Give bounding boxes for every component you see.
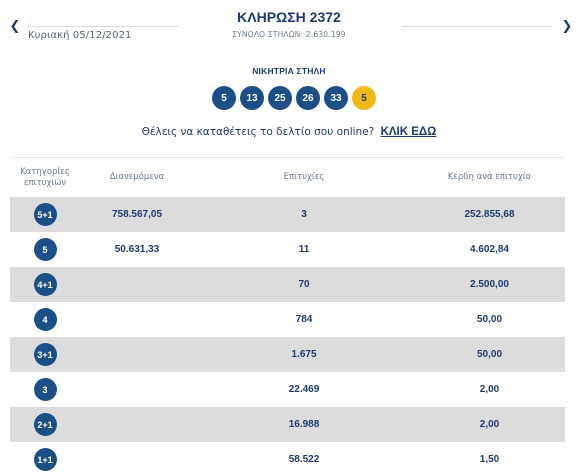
table-row: 4 784 50,00 — [10, 302, 565, 337]
promo-text: Θέλεις να καταθέτεις το δελτίο σου onlin… — [141, 126, 375, 138]
header-prize: Κέρδη ανά επιτυχία — [447, 172, 532, 182]
winners-cell: 784 — [295, 314, 313, 325]
category-badge: 2+1 — [33, 413, 57, 436]
prize-cell: 50,00 — [476, 314, 503, 325]
table-header: Κατηγορίες επιτυχιών Διανεμόμενα Επιτυχί… — [10, 157, 565, 197]
winners-cell: 3 — [301, 209, 307, 220]
table-row: 5+1 758.567,05 3 252.855,68 — [10, 197, 565, 232]
category-badge: 5+1 — [33, 203, 57, 226]
winning-ball: 5 — [212, 86, 236, 110]
winners-cell: 11 — [298, 244, 310, 255]
total-columns: ΣΥΝΟΛΟ ΣΤΗΛΩΝ: 2.630.199 — [232, 30, 346, 39]
winning-ball: 25 — [268, 86, 292, 110]
category-badge: 4+1 — [33, 273, 57, 296]
prize-cell: 2,00 — [479, 419, 500, 430]
header-divider-left — [28, 26, 178, 27]
winners-cell: 58.522 — [288, 454, 320, 465]
winners-cell: 70 — [298, 279, 310, 290]
draw-title: ΚΛΗΡΩΣΗ 2372 — [237, 9, 341, 25]
table-row: 3 22.469 2,00 — [10, 372, 565, 407]
category-badge: 3+1 — [33, 343, 57, 366]
prize-cell: 2,00 — [479, 384, 500, 395]
prize-cell: 252.855,68 — [464, 209, 515, 220]
winning-column-label: ΝΙΚΗΤΡΙΑ ΣΤΗΛΗ — [252, 66, 326, 76]
header-divider-right — [402, 26, 552, 27]
category-badge: 4 — [33, 308, 57, 331]
winning-ball: 13 — [240, 86, 264, 110]
category-badge: 3 — [33, 378, 57, 401]
winning-ball: 26 — [296, 86, 320, 110]
distributed-cell: 758.567,05 — [111, 209, 163, 220]
promo-link[interactable]: ΚΛΙΚ ΕΔΩ — [380, 126, 437, 138]
draw-header: ❮ ❯ Κυριακή 05/12/2021 ΚΛΗΡΩΣΗ 2372 ΣΥΝΟ… — [0, 0, 578, 52]
table-row: 2+1 16.988 2,00 — [10, 407, 565, 442]
header-category: Κατηγορίες επιτυχιών — [20, 166, 70, 188]
distributed-cell: 50.631,33 — [114, 244, 160, 255]
prize-cell: 2.500,00 — [470, 279, 509, 290]
prize-cell: 1,50 — [479, 454, 500, 465]
winners-cell: 22.469 — [288, 384, 320, 395]
table-row: 3+1 1.675 50,00 — [10, 337, 565, 372]
prize-cell: 4.602,84 — [470, 244, 509, 255]
header-winners: Επιτυχίες — [283, 172, 325, 182]
draw-date: Κυριακή 05/12/2021 — [28, 30, 132, 41]
winners-cell: 1.675 — [291, 349, 317, 360]
table-row: 5 50.631,33 11 4.602,84 — [10, 232, 565, 267]
winners-cell: 16.988 — [288, 419, 320, 430]
category-badge: 5 — [33, 238, 57, 261]
header-distributed: Διανεμόμενα — [109, 172, 165, 182]
joker-ball: 5 — [352, 86, 376, 110]
chevron-right-icon[interactable]: ❯ — [561, 19, 573, 34]
online-promo: Θέλεις να καταθέτεις το δελτίο σου onlin… — [0, 126, 578, 138]
chevron-left-icon[interactable]: ❮ — [9, 19, 21, 34]
table-row: 1+1 58.522 1,50 — [10, 442, 565, 476]
winning-ball: 33 — [324, 86, 348, 110]
category-badge: 1+1 — [33, 448, 57, 471]
table-row: 4+1 70 2.500,00 — [10, 267, 565, 302]
prize-cell: 50,00 — [476, 349, 503, 360]
prize-table: Κατηγορίες επιτυχιών Διανεμόμενα Επιτυχί… — [10, 157, 565, 476]
winning-numbers: 5 13 25 26 33 5 — [212, 86, 376, 112]
